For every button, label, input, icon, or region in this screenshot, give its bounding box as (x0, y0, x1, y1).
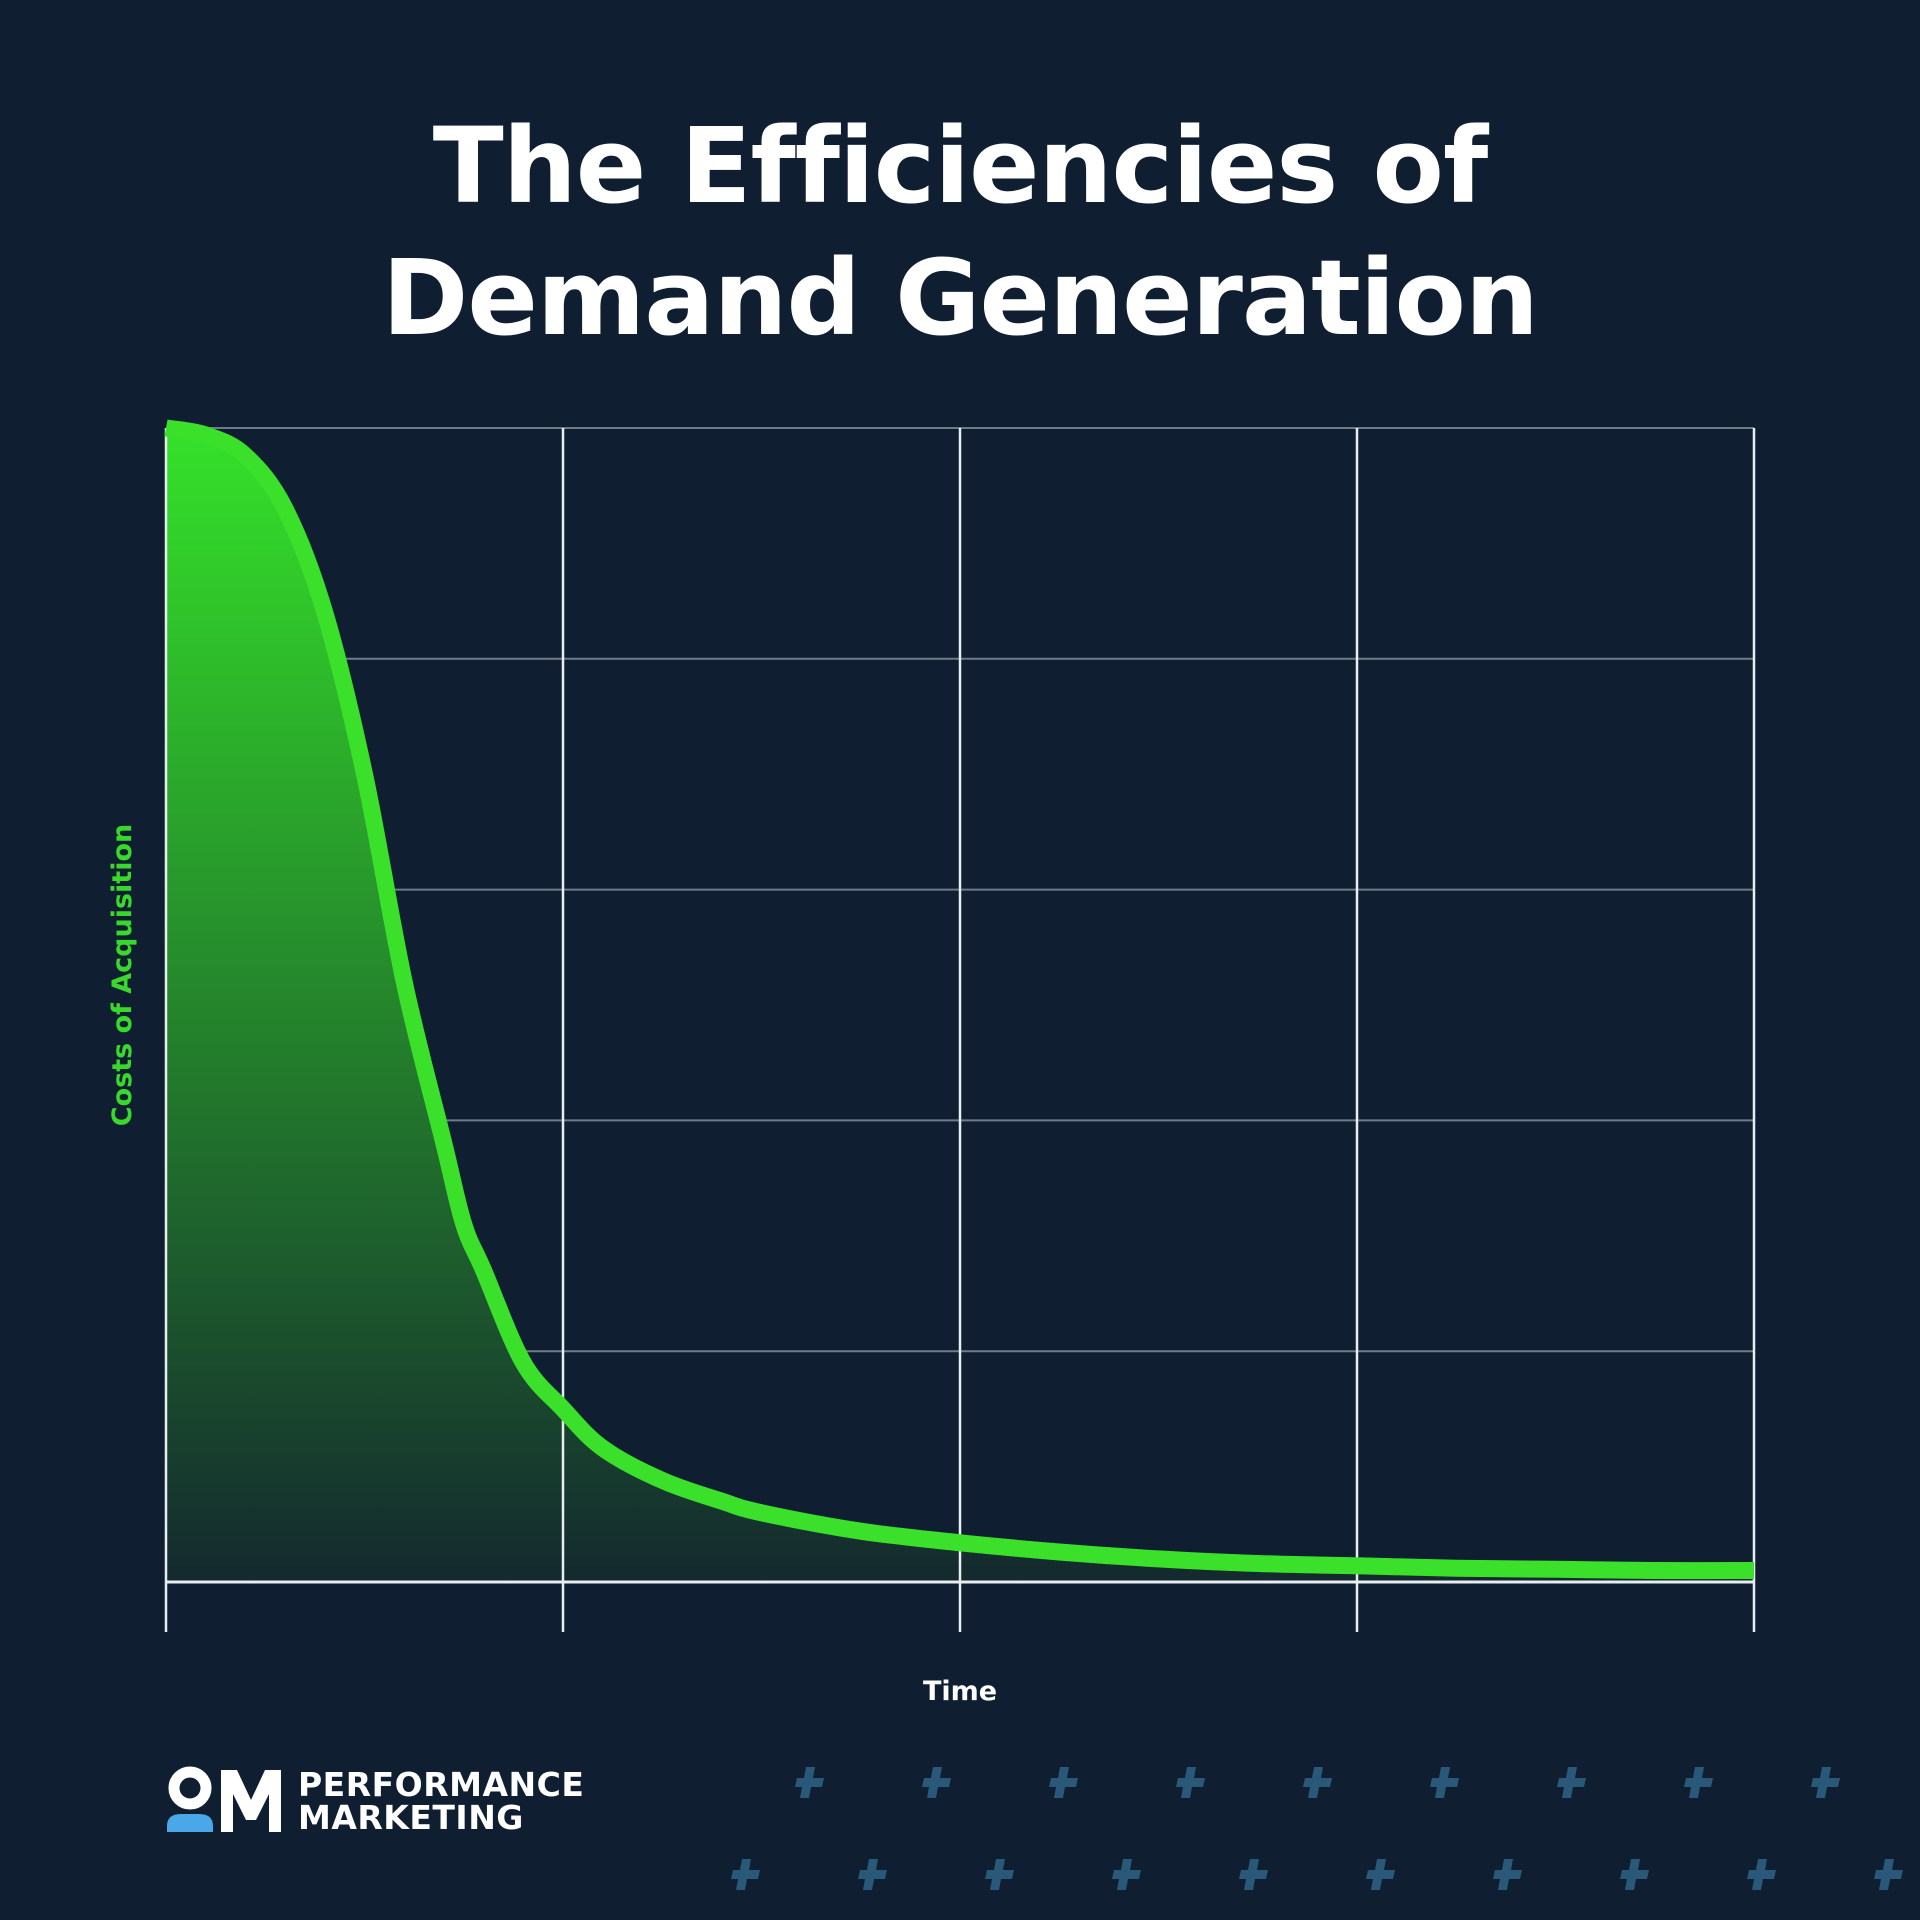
vertical-gridlines (164, 428, 1756, 1632)
plus-icon (858, 1859, 887, 1890)
plus-icon (1620, 1859, 1649, 1890)
plus-icon (1366, 1859, 1395, 1890)
plus-icon (1684, 1767, 1713, 1798)
plus-icon (1747, 1859, 1776, 1890)
plus-icon (922, 1767, 951, 1798)
brand-line-2: MARKETING (298, 1798, 524, 1837)
area-fill (166, 428, 1754, 1582)
brand-line-1: PERFORMANCE (298, 1765, 585, 1804)
plus-icon (985, 1859, 1014, 1890)
plus-icon (1176, 1767, 1205, 1798)
chart-title: The Efficiencies of Demand Generation (0, 100, 1920, 364)
plus-icon (1493, 1859, 1522, 1890)
title-line-1: The Efficiencies of (432, 105, 1488, 227)
x-axis-label: Time (923, 1676, 997, 1707)
om-logo-icon (167, 1766, 281, 1832)
plus-icon (1811, 1767, 1840, 1798)
plus-icon (1303, 1767, 1332, 1798)
title-line-2: Demand Generation (382, 237, 1539, 359)
cost-curve-line (164, 419, 1755, 1580)
plus-icon (731, 1859, 760, 1890)
plus-icon (1557, 1767, 1586, 1798)
plus-icon (1239, 1859, 1268, 1890)
plus-icon (1430, 1767, 1459, 1798)
y-axis-label: Costs of Acquisition (107, 824, 138, 1126)
brand-wordmark: PERFORMANCE MARKETING (298, 1768, 584, 1834)
plus-icon (795, 1767, 824, 1798)
plus-icon (1874, 1859, 1903, 1890)
plus-icon (1049, 1767, 1078, 1798)
plus-icon (1112, 1859, 1141, 1890)
brand-logo: PERFORMANCE MARKETING (165, 1766, 645, 1836)
